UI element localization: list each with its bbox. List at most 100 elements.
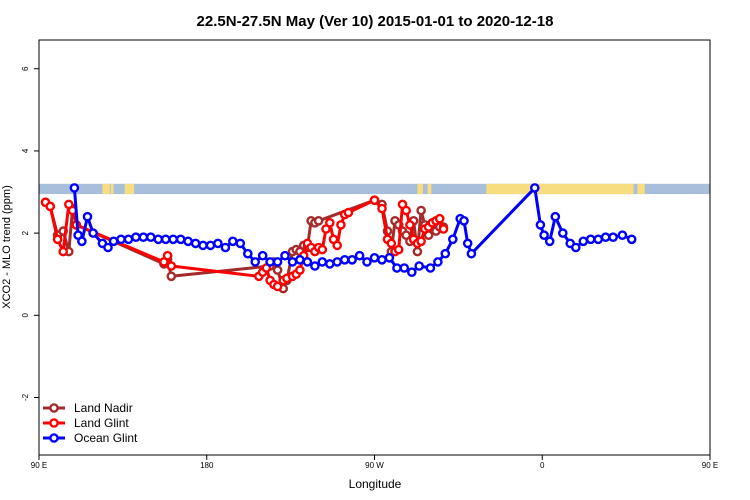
data-point — [585, 234, 596, 245]
land-patch — [637, 183, 645, 195]
data-point — [384, 252, 395, 263]
data-point — [369, 195, 380, 205]
legend-label: Land Nadir — [74, 401, 133, 415]
data-point — [58, 246, 69, 257]
data-point — [343, 207, 354, 218]
land-mask-band — [39, 183, 710, 195]
data-point — [578, 236, 589, 247]
data-point — [440, 248, 451, 259]
legend-label: Land Glint — [74, 416, 129, 430]
data-point — [377, 254, 387, 265]
data-point — [175, 234, 186, 245]
data-point — [392, 263, 402, 273]
data-point — [257, 250, 268, 261]
data-point — [52, 234, 63, 245]
data-point — [438, 224, 449, 234]
data-point — [272, 257, 283, 267]
data-point — [302, 257, 313, 267]
data-point — [313, 215, 324, 226]
data-point — [153, 234, 164, 245]
data-point — [242, 248, 253, 259]
land-patch — [486, 183, 634, 195]
legend-item: Land Glint — [43, 416, 129, 430]
data-point — [69, 183, 80, 193]
legend-label: Ocean Glint — [74, 431, 138, 445]
x-tick-label: 90 E — [31, 461, 47, 470]
legend-item: Land Nadir — [43, 401, 133, 415]
data-point — [280, 250, 290, 261]
data-point — [425, 263, 436, 273]
data-point — [539, 230, 549, 240]
data-point — [205, 240, 216, 251]
data-point — [168, 234, 178, 245]
data-point — [88, 228, 98, 238]
series-layer — [40, 183, 637, 294]
data-point — [405, 220, 415, 230]
legend-item: Ocean Glint — [43, 431, 138, 445]
data-point — [462, 238, 473, 249]
data-point — [332, 240, 343, 251]
data-point — [317, 244, 328, 255]
data-point — [593, 234, 604, 245]
data-point — [324, 259, 335, 269]
data-point — [45, 201, 56, 212]
data-point — [287, 257, 298, 267]
data-point — [339, 254, 350, 265]
data-point — [347, 254, 357, 265]
data-point — [82, 211, 93, 222]
data-point — [530, 183, 540, 193]
data-point — [138, 232, 149, 242]
legend-swatch-marker — [49, 433, 59, 443]
data-point — [272, 265, 283, 275]
data-point — [386, 238, 397, 249]
data-point — [416, 205, 426, 216]
data-point — [183, 236, 193, 247]
y-axis-label: XCO2 - MLO trend (ppm) — [1, 185, 13, 308]
data-point — [571, 242, 581, 253]
legend-swatch-marker — [49, 403, 59, 413]
data-point — [626, 234, 637, 245]
data-point — [393, 244, 404, 255]
data-point — [412, 246, 423, 257]
x-tick-label: 0 — [540, 461, 545, 470]
y-tick-label: 2 — [21, 230, 30, 235]
series — [40, 195, 449, 292]
land-patch — [427, 183, 432, 195]
data-point — [406, 267, 417, 278]
chart-title: 22.5N-27.5N May (Ver 10) 2015-01-01 to 2… — [197, 13, 554, 30]
data-point — [103, 242, 113, 253]
data-point — [354, 250, 365, 261]
data-point — [369, 252, 380, 263]
data-point — [265, 257, 275, 267]
data-point — [399, 263, 410, 273]
data-point — [608, 232, 618, 242]
data-point — [447, 234, 458, 245]
y-tick-label: -2 — [21, 393, 30, 401]
x-tick-label: 180 — [200, 461, 214, 470]
x-tick-label: 90 E — [702, 461, 718, 470]
data-point — [77, 236, 87, 247]
data-point — [145, 232, 156, 242]
data-point — [377, 203, 387, 214]
data-point — [310, 261, 320, 271]
data-point — [108, 236, 119, 247]
data-point — [220, 242, 231, 253]
data-point — [362, 257, 372, 267]
data-point — [535, 220, 546, 230]
data-point — [600, 232, 611, 242]
data-point — [131, 232, 141, 242]
data-point — [332, 257, 343, 267]
data-point — [550, 211, 561, 222]
data-point — [544, 236, 555, 247]
y-tick-label: 6 — [21, 66, 30, 71]
data-point — [336, 220, 346, 230]
x-tick-label: 90 W — [365, 461, 384, 470]
data-point — [295, 265, 305, 275]
land-patch — [417, 183, 423, 195]
y-axis: -2 0 2 4 6 — [21, 66, 39, 401]
data-point — [162, 250, 173, 261]
land-patch — [110, 183, 114, 195]
